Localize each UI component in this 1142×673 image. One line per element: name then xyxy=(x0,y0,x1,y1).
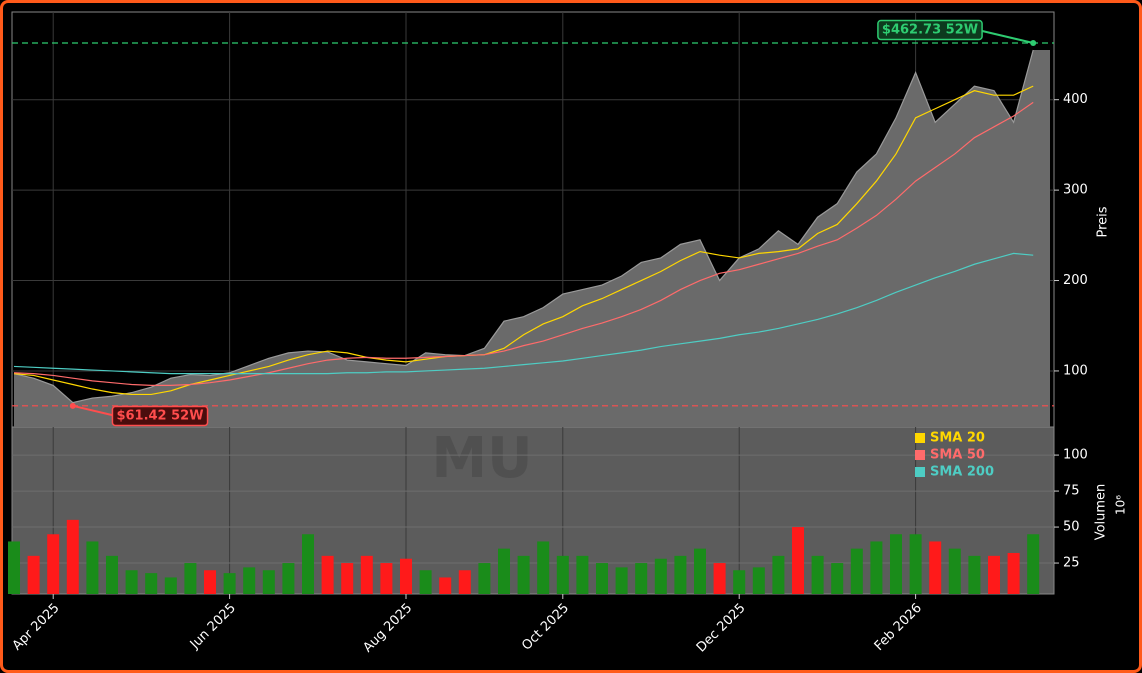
price-line xyxy=(13,49,1034,404)
price-area xyxy=(14,49,1050,428)
annotation-arrow-head xyxy=(1030,39,1037,46)
annotation-label: $462.73 52W xyxy=(882,23,978,38)
y-tick-label: 100 xyxy=(1063,363,1088,378)
volume-bar xyxy=(66,519,79,594)
volume-bar xyxy=(184,563,197,594)
volume-bar xyxy=(321,555,334,594)
volume-bar xyxy=(282,563,295,594)
annotation-box xyxy=(877,19,983,41)
volume-bar xyxy=(713,563,726,594)
volume-bar xyxy=(674,555,687,594)
volume-bar xyxy=(400,558,412,594)
volume-bar xyxy=(654,558,667,594)
volume-bar xyxy=(380,563,393,594)
y-tick-label: 200 xyxy=(1063,273,1088,288)
annotation-box xyxy=(111,405,209,427)
volume-bar xyxy=(262,570,275,594)
volume-bar xyxy=(360,555,373,594)
volume-bar xyxy=(47,534,60,594)
volume-bar xyxy=(498,548,510,594)
volume-bar xyxy=(556,555,569,594)
volume-bar xyxy=(439,577,452,594)
y-tick-label: 400 xyxy=(1063,92,1088,107)
x-tick-label: Jun 2025 xyxy=(187,601,239,653)
volume-bar xyxy=(890,534,902,594)
y-tick-label: 75 xyxy=(1063,484,1080,499)
volume-bar xyxy=(27,555,40,594)
volume-bar xyxy=(596,563,608,594)
volume-bar xyxy=(478,563,491,594)
volume-bar xyxy=(1007,552,1020,594)
volume-bar xyxy=(1027,534,1040,594)
volume-bar xyxy=(988,555,1000,594)
volume-bar xyxy=(929,541,942,594)
volume-bar xyxy=(204,570,216,594)
volume-bar xyxy=(752,567,765,594)
volume-bar xyxy=(223,573,236,594)
x-tick-label: Dec 2025 xyxy=(694,601,749,656)
annotation-arrow xyxy=(977,29,1034,44)
volume-bar xyxy=(302,534,314,594)
y-tick-label: 50 xyxy=(1063,520,1080,535)
volume-bar xyxy=(968,555,981,594)
volume-bar xyxy=(458,570,471,594)
x-tick-label: Oct 2025 xyxy=(519,601,572,654)
y-tick-label: 25 xyxy=(1063,556,1080,571)
volume-multiplier: 10⁶ xyxy=(1114,495,1128,515)
annotation-arrow-head xyxy=(69,402,76,409)
volume-bar xyxy=(164,577,177,594)
annotation-label: $61.42 52W xyxy=(116,409,203,424)
volume-bar xyxy=(811,555,824,594)
volume-bar xyxy=(733,570,746,594)
volume-bar xyxy=(792,527,804,594)
y-axis-label: Preis xyxy=(1096,206,1111,237)
sma-line xyxy=(13,101,1034,387)
volume-bar xyxy=(850,548,863,594)
x-tick-label: Feb 2026 xyxy=(872,601,925,654)
volume-bar xyxy=(243,567,256,594)
volume-bar xyxy=(870,541,883,594)
volume-bar xyxy=(125,570,138,594)
volume-axis-label: Volumen xyxy=(1094,484,1109,541)
legend-swatch xyxy=(915,450,925,460)
volume-bar xyxy=(615,567,628,594)
volume-bar xyxy=(517,555,530,594)
volume-bar xyxy=(145,573,158,594)
annotation-arrow xyxy=(72,404,117,417)
sma-line xyxy=(13,85,1034,396)
volume-bar xyxy=(831,563,844,594)
volume-bar xyxy=(341,563,354,594)
legend-swatch xyxy=(915,433,925,443)
y-tick-label: 100 xyxy=(1063,448,1088,463)
volume-bar xyxy=(948,548,961,594)
volume-bar xyxy=(694,548,706,594)
legend-swatch xyxy=(915,467,925,477)
volume-bar xyxy=(86,541,99,594)
y-tick-label: 300 xyxy=(1063,183,1088,198)
volume-bar xyxy=(106,555,118,594)
volume-bar xyxy=(772,555,785,594)
legend-label: SMA 20 xyxy=(930,431,985,446)
x-tick-label: Apr 2025 xyxy=(10,601,63,654)
volume-bar xyxy=(576,555,589,594)
legend-label: SMA 200 xyxy=(930,465,994,480)
sma-line xyxy=(13,252,1034,375)
volume-bar xyxy=(419,570,432,594)
volume-bar xyxy=(909,534,922,594)
x-tick-label: Aug 2025 xyxy=(360,601,415,656)
legend-label: SMA 50 xyxy=(930,448,985,463)
volume-bar xyxy=(635,563,648,594)
volume-bar xyxy=(537,541,550,594)
watermark: MU xyxy=(431,426,532,491)
volume-bar xyxy=(8,541,20,594)
